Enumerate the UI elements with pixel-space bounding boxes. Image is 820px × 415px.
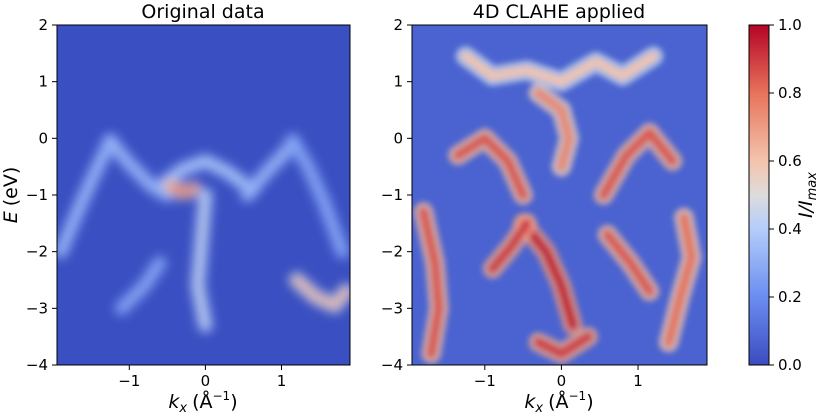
colorbar-label: I/Imax (795, 172, 820, 218)
left-panel-heatmap (56, 24, 351, 366)
y-tick-label: −3 (381, 299, 403, 317)
colorbar-ticks: 0.0 0.2 0.4 0.6 0.8 1.0 (769, 16, 802, 374)
left-panel-ticks: −1 0 1 2 1 0 −1 −2 −3 −4 (26, 16, 286, 390)
feature-far-right (664, 213, 697, 347)
right-panel-feature-layer (413, 46, 702, 364)
colorbar: 0.0 0.2 0.4 0.6 0.8 1.0 (748, 16, 802, 374)
y-tick-label: 2 (393, 16, 403, 34)
feature-central-stem (194, 192, 209, 329)
colorbar-tick-label: 0.8 (778, 84, 802, 102)
y-tick-label: −4 (26, 356, 48, 374)
colorbar-tick-label: 0.4 (778, 220, 802, 238)
feature-top-speckles (461, 51, 658, 87)
left-panel-title: Original data (141, 1, 264, 23)
feature-left-diag (488, 218, 532, 274)
y-tick-label: 2 (38, 16, 48, 34)
x-tick-label: 1 (633, 372, 643, 390)
y-tick-label: 0 (393, 129, 403, 147)
y-axis-label: E(eV) (0, 167, 22, 224)
feature-central-plume (533, 88, 574, 172)
right-x-axis-label: kx (Å−1) (524, 389, 593, 415)
colorbar-gradient (748, 24, 770, 366)
left-panel-features (57, 133, 350, 334)
feature-central-x (518, 218, 578, 330)
y-tick-label: −2 (26, 243, 48, 261)
y-tick-label: 1 (393, 73, 403, 91)
feature-lower-left (118, 260, 163, 312)
colorbar-tick-label: 0.0 (778, 356, 802, 374)
feature-bottom-center (533, 332, 593, 359)
x-tick-label: 1 (277, 372, 287, 390)
feature-hotspot (168, 183, 197, 196)
x-tick-label: −1 (474, 372, 496, 390)
y-tick-label: 1 (38, 73, 48, 91)
feature-left-arc (453, 133, 528, 200)
colorbar-tick-label: 0.6 (778, 152, 802, 170)
feature-right-cone (289, 138, 346, 255)
left-panel-feature-layer (57, 133, 350, 334)
feature-left-cone (57, 138, 114, 255)
y-tick-label: −3 (26, 299, 48, 317)
right-panel-heatmap (411, 24, 708, 366)
feature-central-dome (160, 158, 255, 193)
feature-right-arc (599, 128, 677, 200)
x-tick-label: −1 (118, 372, 140, 390)
left-x-axis-label: kx (Å−1) (168, 389, 237, 415)
y-tick-label: −1 (381, 186, 403, 204)
colorbar-tick-label: 0.2 (778, 288, 802, 306)
y-tick-label: 0 (38, 129, 48, 147)
right-panel-features (413, 46, 702, 364)
feature-far-left (419, 207, 444, 359)
x-tick-label: 0 (201, 372, 211, 390)
colorbar-tick-label: 1.0 (778, 16, 802, 34)
right-panel-ticks: −1 0 1 2 1 0 −1 −2 −3 −4 (381, 16, 643, 390)
y-tick-label: −1 (26, 186, 48, 204)
right-panel-title: 4D CLAHE applied (473, 1, 645, 23)
x-tick-label: 0 (557, 372, 567, 390)
y-tick-label: −4 (381, 356, 403, 374)
feature-lower-right (293, 277, 350, 309)
feature-right-diag (602, 230, 654, 296)
y-tick-label: −2 (381, 243, 403, 261)
